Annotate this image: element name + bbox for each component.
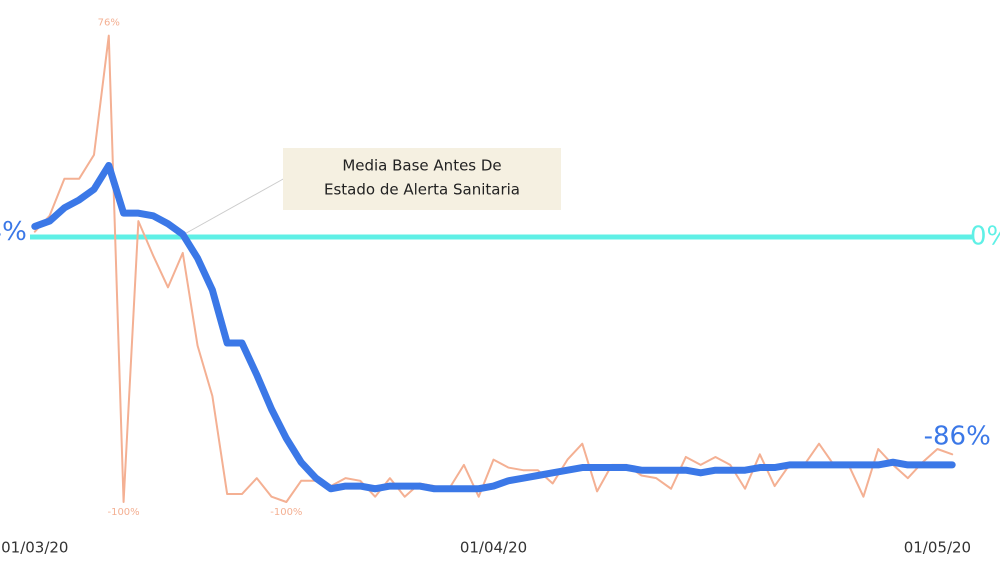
data-label: -86% <box>924 421 991 451</box>
baseline-label: 0% <box>970 222 1000 252</box>
data-label: 76% <box>98 18 120 29</box>
callout-box <box>283 148 561 210</box>
x-tick-label: 01/05/20 <box>904 539 971 557</box>
callout-leader <box>182 177 286 236</box>
data-label: -100% <box>107 507 139 518</box>
data-label: -100% <box>270 507 302 518</box>
series-line <box>31 161 956 493</box>
x-tick-label: 01/04/20 <box>460 539 527 557</box>
x-tick-label: 01/03/20 <box>1 539 68 557</box>
data-label: 4% <box>0 217 27 247</box>
callout-text: Media Base Antes De <box>342 157 501 175</box>
series-line <box>33 34 954 503</box>
callout-text: Estado de Alerta Sanitaria <box>324 181 520 199</box>
